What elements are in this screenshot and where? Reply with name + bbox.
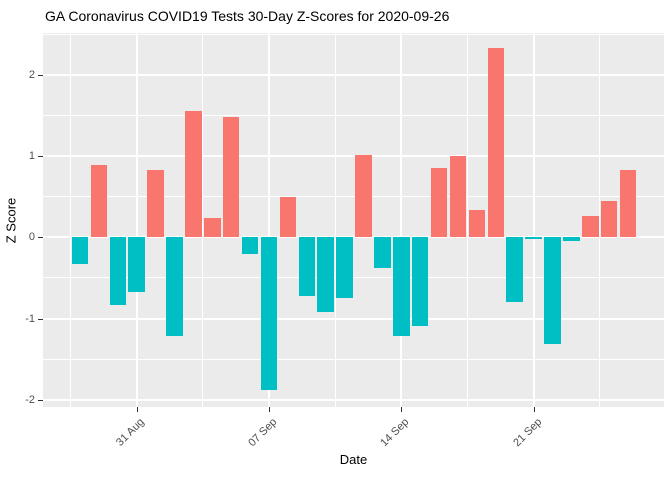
- bar-2020-09-20: [506, 237, 523, 303]
- gridline-minor-vertical: [70, 33, 72, 407]
- bar-2020-09-24: [582, 216, 599, 238]
- bar-2020-09-18: [468, 209, 486, 238]
- bar-2020-09-10: [317, 237, 334, 313]
- y-tick-label: -1: [25, 312, 35, 325]
- gridline-minor-vertical: [599, 33, 601, 407]
- x-tick-label: 07 Sep: [246, 416, 280, 450]
- y-tick-mark: [38, 399, 43, 401]
- chart-title: GA Coronavirus COVID19 Tests 30-Day Z-Sc…: [45, 8, 450, 24]
- gridline-major-vertical: [135, 33, 138, 407]
- bar-2020-09-05: [222, 117, 240, 238]
- bar-2020-09-03: [185, 111, 202, 238]
- bar-2020-09-16: [430, 168, 448, 238]
- x-tick-label: 31 Aug: [114, 416, 148, 449]
- gridline-major-vertical: [532, 33, 535, 407]
- gridline-minor-horizontal: [43, 114, 664, 116]
- bar-2020-09-22: [544, 237, 561, 344]
- y-tick-mark: [38, 156, 43, 158]
- bar-2020-09-15: [411, 237, 429, 326]
- bar-2020-08-29: [90, 164, 108, 238]
- bar-2020-09-07: [260, 237, 278, 391]
- bar-2020-08-31: [128, 237, 145, 292]
- x-tick-mark: [533, 407, 535, 412]
- gridline-major-horizontal: [43, 317, 664, 320]
- bar-2020-09-19: [487, 47, 505, 238]
- x-tick-mark: [136, 407, 138, 412]
- y-tick-mark: [38, 237, 43, 239]
- y-tick-mark: [38, 74, 43, 76]
- bar-2020-09-25: [600, 200, 618, 238]
- x-tick-mark: [401, 407, 403, 412]
- x-tick-label: 14 Sep: [378, 416, 412, 450]
- gridline-minor-horizontal: [43, 33, 664, 35]
- gridline-minor-horizontal: [43, 277, 664, 279]
- bar-2020-09-02: [166, 237, 183, 336]
- y-tick-label: 0: [28, 231, 35, 244]
- bar-2020-09-17: [449, 156, 467, 238]
- y-axis-title: Z Score: [3, 197, 19, 244]
- gridline-major-horizontal: [43, 155, 664, 158]
- bar-2020-09-04: [204, 217, 221, 238]
- y-tick-mark: [38, 318, 43, 320]
- gridline-major-horizontal: [43, 236, 664, 239]
- bar-2020-09-21: [525, 237, 542, 239]
- bar-2020-09-12: [355, 155, 372, 238]
- gridline-minor-vertical: [202, 33, 204, 407]
- gridline-minor-horizontal: [43, 196, 664, 198]
- y-tick-label: 2: [28, 68, 35, 81]
- bar-2020-09-14: [393, 237, 410, 337]
- bar-2020-09-26: [619, 169, 637, 238]
- y-tick-label: 1: [28, 150, 35, 163]
- bar-2020-09-06: [241, 237, 259, 255]
- x-tick-label: 21 Sep: [510, 416, 545, 450]
- plot-panel: [43, 33, 664, 407]
- x-axis-title: Date: [339, 452, 368, 467]
- gridline-minor-horizontal: [43, 358, 664, 360]
- bar-2020-09-11: [336, 237, 353, 299]
- bar-2020-09-13: [374, 237, 391, 269]
- bar-2020-09-09: [298, 237, 316, 296]
- gridline-major-vertical: [268, 33, 270, 407]
- bar-2020-09-01: [147, 169, 164, 238]
- gridline-minor-vertical: [466, 33, 468, 407]
- x-tick-mark: [269, 407, 270, 412]
- bar-2020-09-23: [563, 237, 580, 242]
- gridline-major-horizontal: [43, 73, 664, 76]
- bar-2020-08-28: [71, 237, 89, 265]
- gridline-minor-vertical: [334, 33, 336, 407]
- bar-2020-09-08: [279, 196, 297, 238]
- gridline-major-horizontal: [43, 398, 664, 401]
- gridline-major-vertical: [400, 33, 403, 407]
- bar-2020-08-30: [109, 237, 127, 305]
- y-tick-label: -2: [25, 393, 35, 406]
